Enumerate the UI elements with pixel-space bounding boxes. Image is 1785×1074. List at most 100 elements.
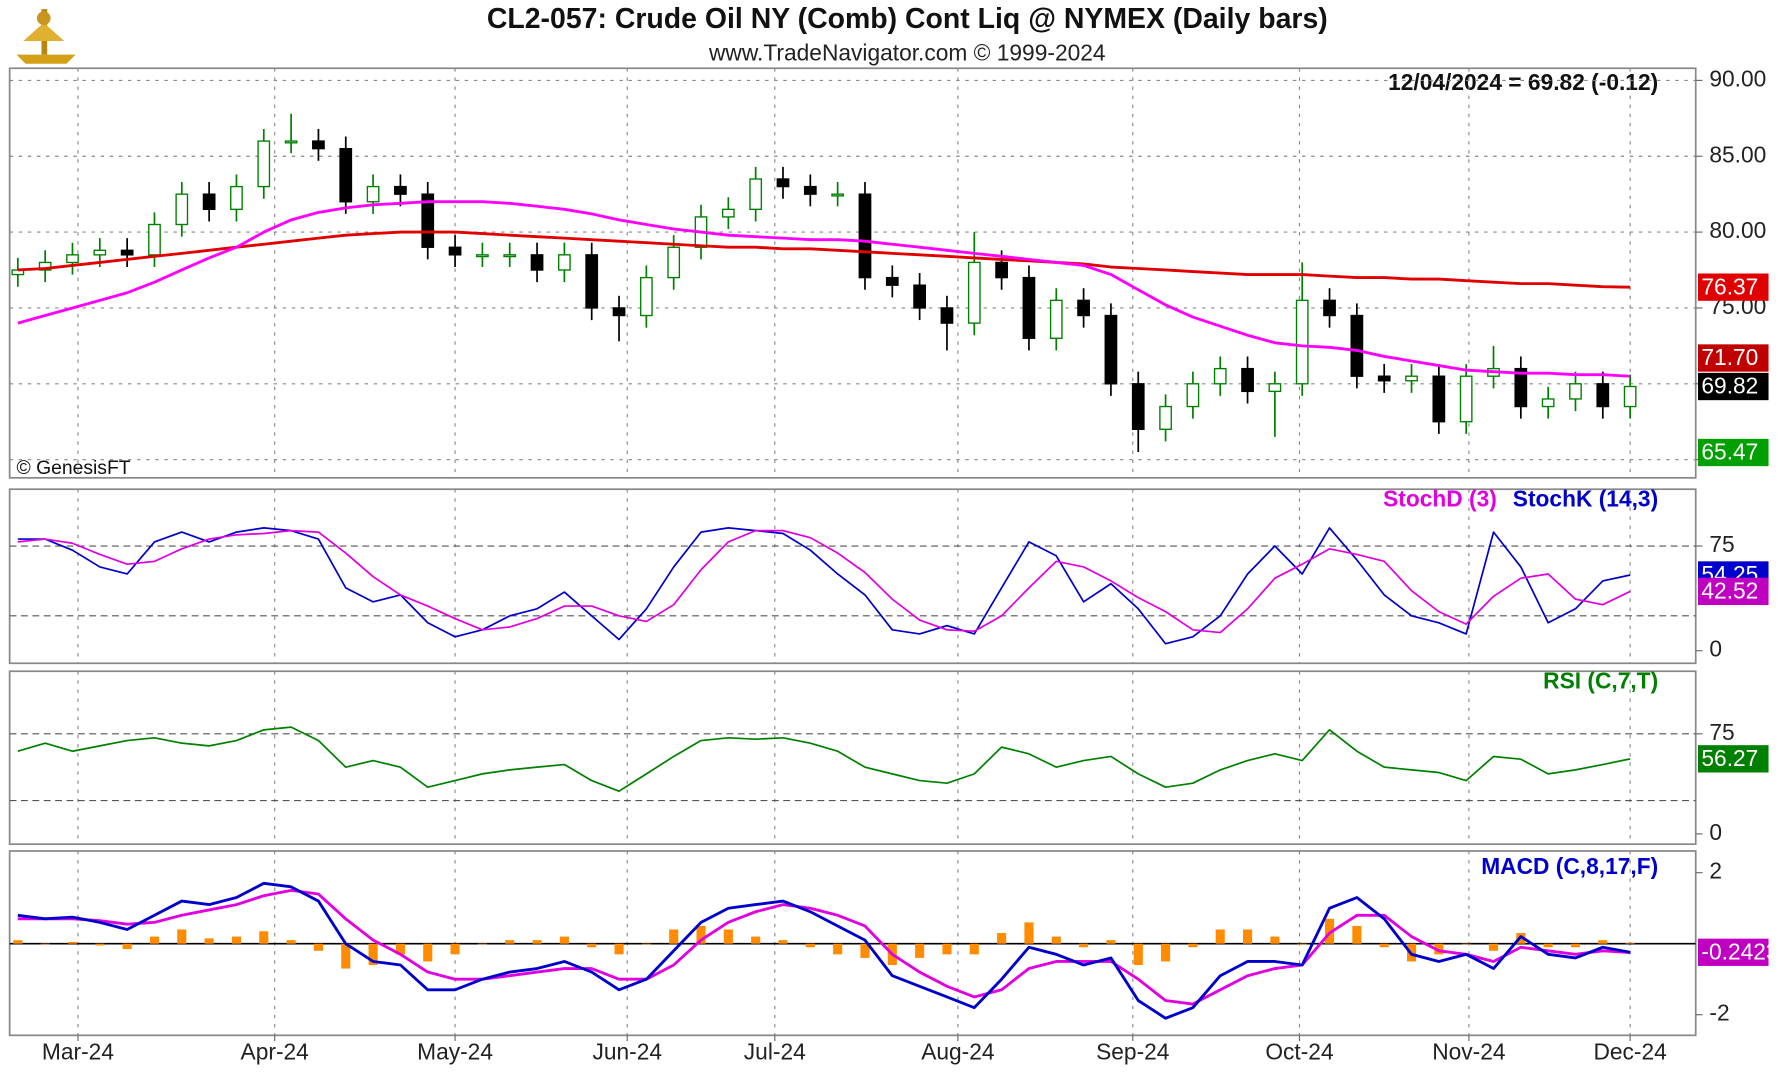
candle-body [1541,398,1555,408]
candle-body [530,254,544,271]
candle-body [913,284,927,309]
y-tick-label: 75 [1709,531,1734,557]
last-value-box [1698,577,1769,606]
last-value-label: 42.52 [1701,578,1758,604]
candle-body [967,261,981,324]
histogram-bar [1324,918,1335,944]
histogram-bar [969,943,979,955]
candle-body [366,185,380,203]
candle-body [885,276,899,286]
candle-body [1241,367,1254,393]
histogram-bar [477,943,487,945]
histogram-bar [1079,943,1089,948]
histogram-bar [505,940,515,944]
legend-entry: StochK (14,3) [1513,486,1658,512]
histogram-bar [669,929,679,944]
histogram-bar [1543,943,1553,948]
candle-body [1323,299,1336,317]
logo [16,9,76,64]
credit: © GenesisFT [16,457,130,479]
histogram-bar [751,936,761,944]
histogram-bar [1352,925,1362,944]
y-tick-label: 90.00 [1709,65,1766,91]
histogram-bar [1051,936,1061,944]
last-value-box [1698,273,1769,301]
series-line [17,230,1631,289]
histogram-bar [177,929,187,944]
candle-body [1459,375,1473,423]
histogram-bar [997,933,1007,944]
candle-body [558,254,571,271]
candle-body [1405,375,1418,382]
candle-body [38,261,52,271]
histogram-bar [1161,943,1171,962]
x-tick-label: Jul-24 [744,1039,806,1065]
last-value-box [1698,745,1769,773]
legend-entry: StochD (3) [1383,486,1497,512]
last-value-box [1698,938,1769,966]
legend-entry: MACD (C,8,17,F) [1481,853,1658,879]
legend-entry: RSI (C,7,T) [1543,668,1658,694]
last-value-box [1698,438,1769,467]
last-value-label: -0.2423 [1701,938,1778,964]
histogram-bar [942,943,952,955]
histogram-bar [559,936,569,944]
x-tick-label: Oct-24 [1265,1039,1333,1065]
candle-body [1623,385,1637,408]
candle-body [120,249,134,256]
candle-body [1268,383,1282,393]
x-tick-label: Jun-24 [592,1039,662,1065]
y-tick-label: 75 [1709,719,1734,745]
last-value-label: 56.27 [1701,745,1758,771]
x-tick-label: Mar-24 [42,1039,114,1065]
candle-body [1077,299,1090,317]
candle-body [1432,375,1446,423]
last-value-label: 69.82 [1701,373,1758,399]
last-value-label: 65.47 [1701,439,1758,465]
histogram-bar [313,943,323,951]
candle-body [585,254,599,309]
last-value-box [1698,372,1769,401]
histogram-bar [1625,943,1635,944]
histogram-bar [778,940,788,944]
y-tick-label: 85.00 [1709,141,1766,167]
candle-body [940,307,954,324]
histogram-bar [423,943,433,962]
histogram-bar [1488,943,1499,951]
last-value-label: 76.37 [1701,273,1758,299]
series-line [17,888,1631,1006]
histogram-bar [1106,940,1116,944]
y-tick-label: 0 [1709,636,1722,662]
histogram-bar [860,943,870,958]
histogram-bar [1270,936,1280,944]
panel [9,489,1696,664]
candle-body [1350,314,1364,377]
candle-body [1104,314,1118,385]
candle-body [749,178,763,211]
histogram-bar [1570,943,1581,948]
candle-body [284,140,298,144]
histogram-bar [1215,929,1225,944]
histogram-bar [40,943,50,945]
histogram-bar [833,943,843,955]
histogram-bar [395,943,405,955]
histogram-bar [1133,943,1143,966]
histogram-bar [67,941,78,944]
histogram-bar [1379,943,1389,948]
candle-body [503,254,517,258]
histogram-bar [1188,943,1198,948]
candle-body [1022,276,1036,339]
x-tick-label: Sep-24 [1096,1039,1169,1065]
x-tick-label: Aug-24 [921,1039,994,1065]
x-tick-label: Apr-24 [241,1039,309,1065]
histogram-bar [259,931,269,944]
candle-body [1131,383,1145,430]
y-tick-label: 0 [1709,819,1722,845]
chart-title: CL2-057: Crude Oil NY (Comb) Cont Liq @ … [487,3,1328,35]
histogram-bar [1434,943,1444,955]
histogram-bar [1024,922,1034,944]
candle-body [1377,375,1391,382]
last-value-box [1698,344,1769,372]
x-tick-label: Dec-24 [1593,1039,1666,1065]
